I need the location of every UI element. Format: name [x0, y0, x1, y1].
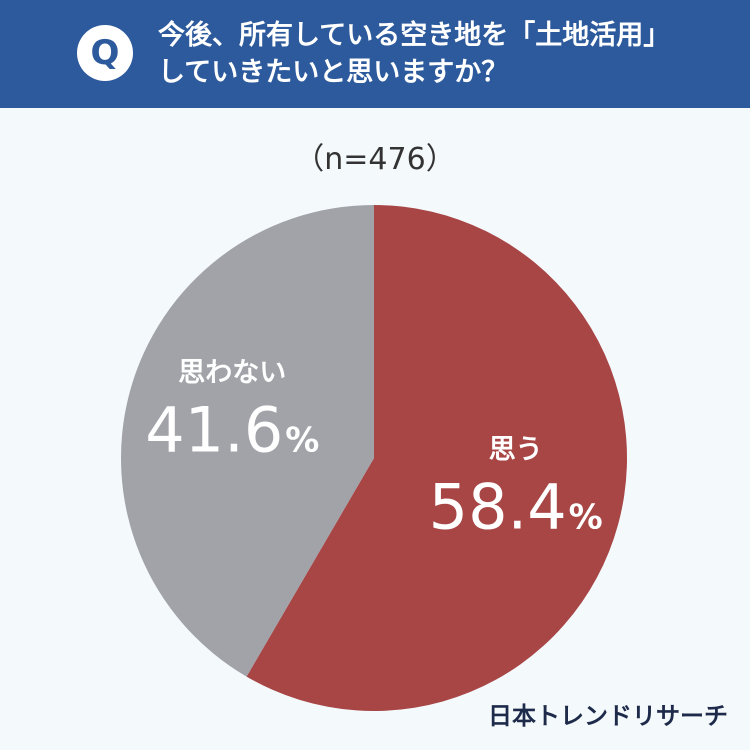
slice-label-no: 思わない [178, 358, 286, 389]
question-badge: Q [77, 25, 133, 81]
question-text-line1: 今後、所有している空き地を「土地活用」 [158, 20, 671, 51]
sample-size: （n=476） [294, 142, 456, 177]
slice-unit-yes: % [569, 497, 603, 537]
pie-slice-no [120, 205, 375, 677]
question-text-line2: していきたいと思いますか？ [158, 57, 509, 88]
brand-logo: 日本トレンドリサーチ [488, 702, 728, 730]
question-header: Q 今後、所有している空き地を「土地活用」 していきたいと思いますか？ [0, 0, 750, 108]
pie-slice-yes [246, 205, 627, 711]
slice-unit-no: % [285, 421, 319, 461]
slice-label-yes: 思う [489, 434, 543, 465]
